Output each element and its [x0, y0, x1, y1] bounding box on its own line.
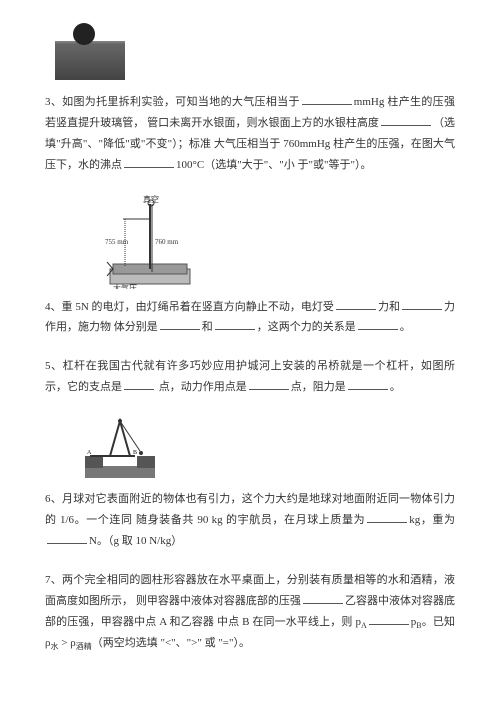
question-7: 7、两个完全相同的圆柱形容器放在水平桌面上，分别装有质量相等的水和酒精，液面高度… [45, 570, 455, 655]
q5-blank-1 [124, 379, 154, 390]
svg-text:A: A [87, 450, 92, 456]
svg-text:真空: 真空 [143, 194, 159, 204]
svg-text:B: B [133, 450, 137, 456]
q4-blank-2 [402, 299, 442, 310]
q7-sub-a: A [361, 621, 367, 630]
q4-text-5: 和 [202, 321, 213, 333]
q4-blank-4 [215, 319, 255, 330]
svg-text:大气压: 大气压 [113, 283, 137, 289]
q5-blank-3 [348, 379, 388, 390]
question-6: 6、月球对它表面附近的物体也有引力，这个力大约是地球对地面附近同一物体引力的 1… [45, 489, 455, 552]
q4-text-4: 体分别是 [114, 321, 158, 333]
q7-blank-2 [369, 614, 409, 625]
q3-text-3: 管口未离开水银面，则水银面上方的水银柱高度 [147, 117, 379, 129]
question-4: 4、重 5N 的电灯，由灯绳吊着在竖直方向静止不动，电灯受力和力作用，施力物 体… [45, 297, 455, 339]
q4-text-7: 。 [400, 321, 411, 333]
q6-blank-1 [367, 512, 407, 523]
q7-text-4: 中点 B 在同一水平线上，则 p [217, 616, 361, 628]
q3-blank-3 [124, 157, 174, 168]
q5-text-3: 点，阻力是 [291, 381, 346, 393]
q5-figure: A B [85, 416, 155, 481]
q6-blank-2 [47, 533, 87, 544]
q5-text-4: 。 [390, 381, 401, 393]
q7-text-8: （两空均选填 "<"、">" 或 "="）。 [92, 637, 250, 649]
q4-text-1: 4、重 5N 的电灯，由灯绳吊着在竖直方向静止不动，电灯受 [45, 301, 334, 313]
question-5: 5、杠杆在我国古代就有许多巧妙应用护城河上安装的吊桥就是一个杠杆，如图所示，它的… [45, 356, 455, 398]
q7-text-7: > ρ [59, 637, 76, 649]
q7-sub-2: 酒精 [76, 642, 92, 651]
q6-text-3: kg，重为 [409, 514, 455, 526]
q6-text-4: N。（g 取 10 N/kg） [89, 535, 182, 547]
svg-text:755 mm: 755 mm [105, 238, 129, 246]
q4-blank-5 [358, 319, 398, 330]
question-3: 3、如图为托里拆利实验，可知当地的大气压相当于mmHg 柱产生的压强 若竖直提升… [45, 92, 455, 176]
q4-blank-3 [160, 319, 200, 330]
q3-blank-2 [381, 115, 431, 126]
q3-text-1: 3、如图为托里拆利实验，可知当地的大气压相当于 [45, 96, 300, 108]
q4-blank-1 [336, 299, 376, 310]
q7-text-2: 则甲容器中液体对容器底部的压强 [136, 595, 301, 607]
q3-text-6: 100°C（选填"大于"、"小 [176, 159, 295, 171]
q3-blank-1 [302, 94, 352, 105]
q4-text-2: 力和 [378, 301, 400, 313]
q6-text-2: 随身装备共 90 kg 的宇航员，在月球上质量为 [136, 514, 365, 526]
q5-blank-2 [249, 379, 289, 390]
q4-text-6: ，这两个力的关系是 [257, 321, 356, 333]
q5-text-2: 点，动力作用点是 [159, 381, 247, 393]
q7-sub-1: 水 [51, 642, 59, 651]
q3-text-7: 于"或"等于"）。 [297, 159, 371, 171]
q4-figure: 真空 755 mm 760 mm 大气压 [105, 194, 195, 289]
q3-figure [55, 20, 125, 80]
q7-blank-1 [303, 593, 343, 604]
svg-text:760 mm: 760 mm [155, 238, 179, 246]
